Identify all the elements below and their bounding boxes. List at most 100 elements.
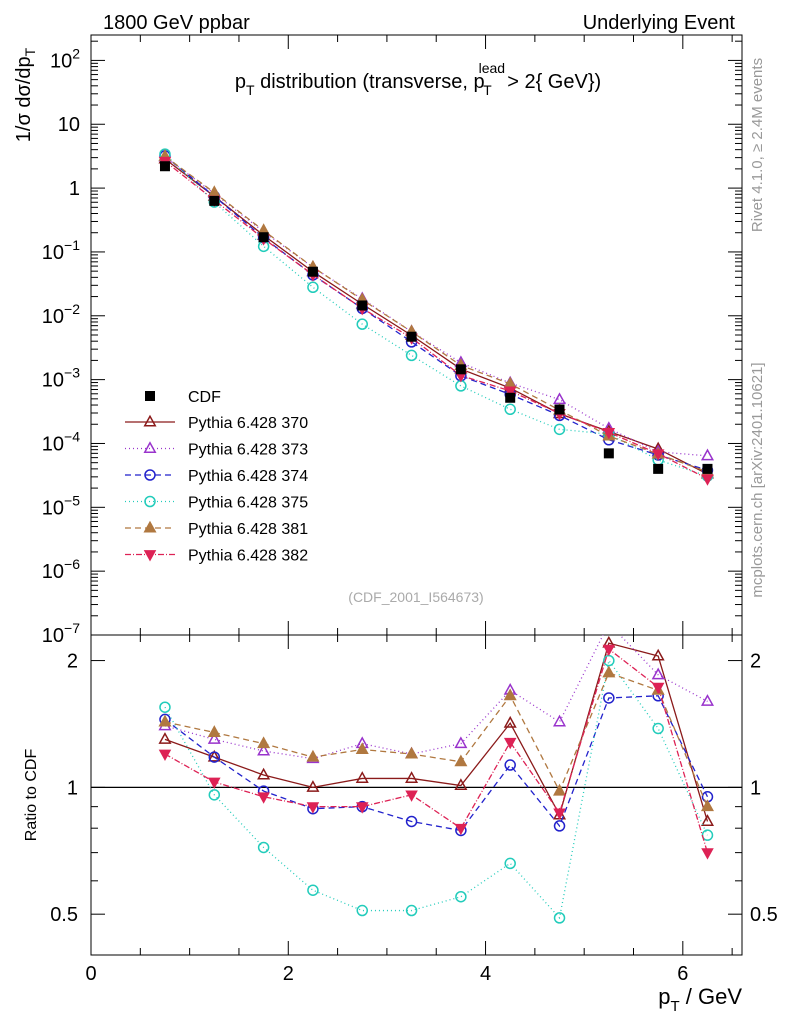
ratio-series-point: [158, 732, 172, 744]
data-point: [702, 463, 713, 474]
legend-label: Pythia 6.428 381: [188, 521, 308, 538]
ratio-series-point: [356, 904, 368, 917]
legend-marker: [143, 520, 157, 533]
ratio-series-line: [164, 642, 709, 822]
ratio-series-point: [405, 771, 419, 783]
ratio-series-point: [355, 771, 369, 783]
legend-label: Pythia 6.428 382: [188, 548, 308, 565]
header-left: 1800 GeV ppbar: [103, 12, 250, 34]
data-point: [209, 195, 220, 206]
ratio-series-point: [553, 783, 567, 796]
x-tick-label: 2: [283, 963, 294, 985]
main-series-point: [405, 349, 418, 362]
x-tick-label: 6: [677, 963, 688, 985]
ratio-series-point: [553, 714, 567, 727]
ratio-series-point: [651, 648, 665, 661]
ratio-series-point: [306, 749, 320, 762]
ratio-series-point: [700, 799, 714, 812]
main-series-point: [651, 449, 665, 461]
data-point: [455, 364, 466, 375]
ratio-series-point: [207, 749, 221, 762]
ratio-panel-frame: [90, 634, 743, 956]
main-series-point: [504, 403, 516, 416]
ratio-series-point: [355, 802, 369, 814]
ratio-series-point: [405, 790, 418, 802]
y-axis-label-main: 1/σ dσ/dpT: [13, 47, 38, 142]
ratio-series-point: [700, 814, 714, 826]
data-point: [653, 463, 664, 474]
ratio-series-point: [158, 749, 172, 762]
ratio-series-point: [454, 754, 468, 767]
ratio-series-point: [604, 618, 615, 628]
ratio-series-line: [164, 647, 709, 853]
ratio-series-point: [405, 815, 418, 828]
ratio-series-point: [405, 904, 418, 917]
ratio-tick-label: 2: [67, 651, 78, 673]
ratio-series-point: [553, 820, 566, 832]
ratio-series-point: [257, 743, 271, 756]
ratio-series-point: [602, 644, 616, 657]
ratio-series-point: [306, 802, 320, 814]
plot-title: pT distribution (transverse, plead T > 2{…: [235, 60, 601, 98]
ratio-tick-label-right: 0.5: [750, 904, 778, 926]
ratio-series-point: [602, 665, 616, 678]
ratio-series-point: [553, 912, 566, 924]
ratio-series-point: [455, 890, 467, 903]
main-series-point: [700, 448, 714, 461]
ratio-tick-label: 0.5: [50, 904, 78, 926]
main-series-line: [164, 155, 708, 473]
y-tick-label: 10−5: [42, 492, 80, 519]
legend-label: Pythia 6.428 373: [188, 442, 308, 459]
legend-marker: [144, 495, 156, 508]
ratio-series-group: [158, 618, 714, 924]
main-series-point: [701, 474, 714, 486]
ratio-series-point: [503, 737, 517, 750]
main-series-line: [164, 160, 708, 480]
data-point: [505, 392, 516, 403]
ratio-series-point: [651, 667, 665, 680]
y-tick-label: 10−7: [42, 620, 80, 647]
main-series-point: [553, 392, 567, 405]
ratio-series-point: [503, 715, 517, 728]
data-point: [406, 331, 417, 342]
y-tick-label: 10−2: [42, 301, 80, 328]
y-tick-label: 10: [58, 114, 80, 136]
legend-label: Pythia 6.428 375: [188, 495, 308, 512]
ratio-series-line: [164, 672, 709, 807]
ratio-series-point: [207, 732, 221, 744]
main-series-point: [602, 428, 616, 440]
x-tick-label: 4: [480, 963, 491, 985]
x-tick-label: 0: [85, 963, 96, 985]
data-point: [258, 232, 269, 243]
y-tick-label: 102: [50, 45, 80, 72]
data-point: [159, 161, 170, 172]
main-series-point: [356, 318, 368, 330]
ratio-series-point: [306, 780, 320, 792]
data-point: [603, 448, 614, 459]
ratio-series-line: [164, 695, 709, 832]
ratio-series-point: [603, 692, 615, 704]
ratio-series-point: [454, 736, 468, 749]
legend-marker-data: [145, 391, 155, 401]
ratio-tick-label-right: 2: [750, 651, 761, 673]
ratio-series-point: [355, 742, 369, 755]
mcplots-label: mcplots.cern.ch [arXiv:2401.10621]: [749, 362, 766, 597]
ratio-series-point: [257, 792, 270, 804]
main-series-line: [164, 153, 708, 477]
main-series-line: [164, 158, 708, 475]
y-tick-label: 10−6: [42, 556, 80, 583]
ratio-series-point: [651, 682, 665, 695]
ratio-series-line: [164, 658, 709, 920]
ratio-series-point: [405, 746, 419, 759]
ratio-series-point: [454, 778, 468, 791]
data-point: [307, 266, 318, 277]
ratio-series-point: [257, 736, 271, 749]
x-axis-label: pT / GeV: [658, 984, 742, 1015]
ratio-series-point: [454, 823, 468, 836]
main-series-point: [503, 386, 517, 398]
ratio-tick-label-right: 1: [750, 777, 761, 799]
legend-label: Pythia 6.428 370: [188, 415, 308, 432]
ratio-series-point: [257, 841, 270, 854]
legend-label: CDF: [188, 389, 221, 406]
main-series-point: [553, 423, 566, 436]
